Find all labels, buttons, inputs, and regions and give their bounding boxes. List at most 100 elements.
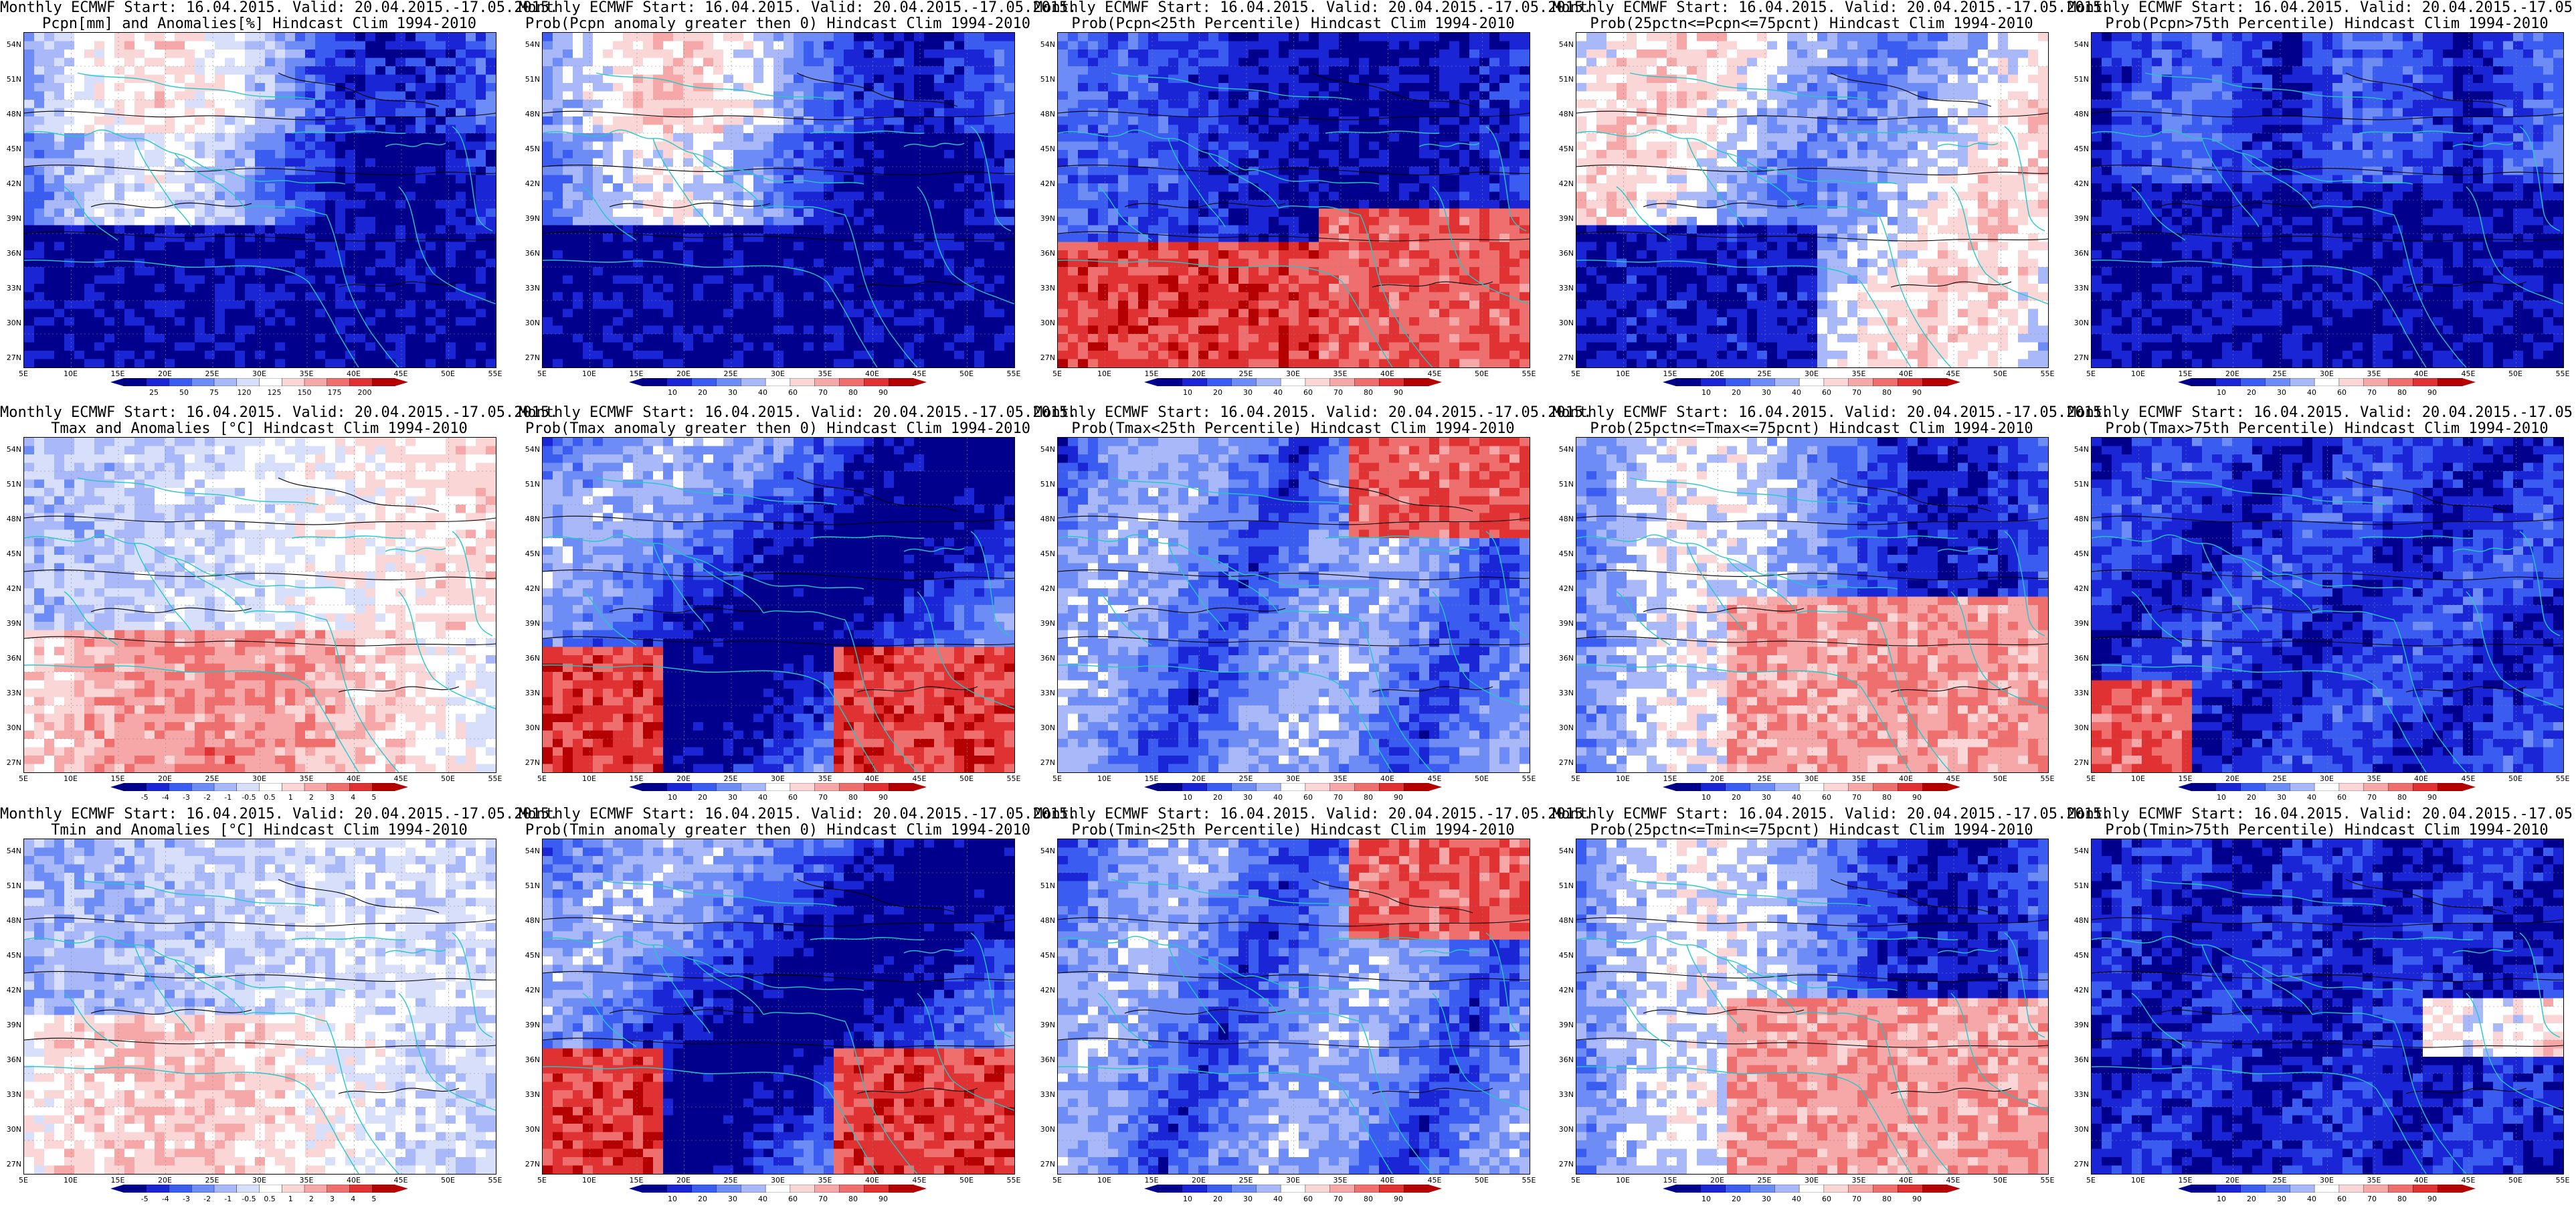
latitude-label: 54N: [521, 40, 540, 49]
longitude-label: 25E: [1237, 369, 1255, 378]
colorbar-label: 90: [1906, 388, 1928, 397]
latitude-label: 45N: [2070, 549, 2089, 558]
latitude-label: 39N: [1555, 1021, 1574, 1029]
longitude-label: 25E: [722, 1176, 739, 1185]
longitude-label: 20E: [157, 1176, 174, 1185]
colorbar-label: 10: [1695, 793, 1718, 802]
longitude-label: 10E: [1096, 1176, 1113, 1185]
latitude-label: 42N: [2070, 584, 2089, 593]
latitude-label: 54N: [1555, 40, 1574, 49]
latitude-label: 33N: [521, 689, 540, 697]
latitude-label: 30N: [521, 1125, 540, 1134]
longitude-label: 5E: [533, 369, 551, 378]
forecast-map: [542, 437, 1015, 773]
forecast-map: [1576, 32, 2049, 368]
latitude-label: 39N: [3, 1021, 21, 1029]
longitude-label: 50E: [1992, 774, 2009, 783]
colorbar-label: 80: [1357, 793, 1380, 802]
colorbar-label: 70: [1845, 388, 1868, 397]
longitude-label: 15E: [2177, 1176, 2194, 1185]
latitude-label: 51N: [3, 75, 21, 84]
longitude-label: 20E: [1709, 369, 1726, 378]
colorbar-label: 2: [300, 1195, 323, 1203]
latitude-label: 39N: [521, 1021, 540, 1029]
longitude-label: 5E: [1048, 774, 1066, 783]
latitude-label: 54N: [1036, 40, 1055, 49]
latitude-label: 51N: [3, 881, 21, 890]
forecast-map: [1057, 32, 1530, 368]
longitude-label: 10E: [1096, 369, 1113, 378]
colorbar-label: 30: [1755, 793, 1778, 802]
latitude-label: 54N: [1036, 445, 1055, 454]
longitude-label: 40E: [864, 774, 881, 783]
latitude-label: 33N: [2070, 284, 2089, 292]
latitude-label: 33N: [3, 689, 21, 697]
panel-title-line1: Monthly ECMWF Start: 16.04.2015. Valid: …: [0, 806, 519, 823]
longitude-label: 50E: [958, 1176, 976, 1185]
longitude-label: 55E: [486, 1176, 504, 1185]
forecast-map: [23, 839, 496, 1175]
colorbar-label: 90: [1906, 1195, 1928, 1203]
longitude-label: 5E: [533, 1176, 551, 1185]
latitude-label: 30N: [2070, 723, 2089, 732]
longitude-label: 35E: [2365, 1176, 2383, 1185]
latitude-label: 51N: [1555, 75, 1574, 84]
colorbar-label: 20: [2240, 793, 2263, 802]
latitude-label: 39N: [1555, 619, 1574, 628]
colorbar: [2178, 378, 2476, 386]
panel-title-line1: Monthly ECMWF Start: 16.04.2015. Valid: …: [2067, 405, 2576, 421]
longitude-label: 5E: [15, 774, 32, 783]
latitude-label: 42N: [521, 986, 540, 995]
longitude-label: 30E: [1285, 1176, 1302, 1185]
latitude-label: 36N: [1036, 654, 1055, 663]
colorbar-label: 80: [842, 1195, 864, 1203]
colorbar-label: 30: [2270, 1195, 2293, 1203]
colorbar-label: 10: [2210, 1195, 2233, 1203]
longitude-label: 25E: [1756, 1176, 1773, 1185]
longitude-label: 55E: [486, 369, 504, 378]
forecast-panel: Monthly ECMWF Start: 16.04.2015. Valid: …: [1034, 405, 1542, 806]
colorbar: [110, 783, 408, 791]
latitude-label: 27N: [1555, 758, 1574, 767]
latitude-label: 42N: [1555, 179, 1574, 188]
latitude-label: 36N: [1036, 249, 1055, 258]
longitude-label: 10E: [2130, 774, 2147, 783]
colorbar-label: 40: [1785, 388, 1808, 397]
colorbar-label: 20: [1725, 793, 1748, 802]
longitude-label: 5E: [1048, 369, 1066, 378]
longitude-label: 25E: [2271, 1176, 2288, 1185]
latitude-label: 30N: [1555, 723, 1574, 732]
latitude-label: 30N: [3, 723, 21, 732]
longitude-label: 15E: [109, 774, 126, 783]
longitude-label: 15E: [1143, 1176, 1160, 1185]
latitude-label: 36N: [521, 249, 540, 258]
colorbar-label: -4: [154, 1195, 177, 1203]
latitude-label: 27N: [2070, 758, 2089, 767]
panel-title-line2: Prob(25pctn<=Tmax<=75pcnt) Hindcast Clim…: [1552, 421, 2071, 437]
longitude-label: 35E: [816, 1176, 834, 1185]
colorbar-label: 30: [2270, 793, 2293, 802]
colorbar-label: 20: [691, 388, 714, 397]
longitude-label: 55E: [1005, 774, 1022, 783]
colorbar-label: 80: [1875, 1195, 1898, 1203]
latitude-label: 33N: [2070, 689, 2089, 697]
latitude-label: 45N: [1555, 549, 1574, 558]
latitude-label: 48N: [521, 916, 540, 925]
latitude-label: 54N: [3, 40, 21, 49]
longitude-label: 10E: [1096, 774, 1113, 783]
panel-title-line2: Prob(Pcpn<25th Percentile) Hindcast Clim…: [1034, 16, 1552, 32]
latitude-label: 45N: [2070, 145, 2089, 153]
colorbar-label: 0.5: [258, 793, 281, 802]
longitude-label: 50E: [2507, 1176, 2524, 1185]
latitude-label: 27N: [1036, 1160, 1055, 1169]
latitude-label: 42N: [3, 584, 21, 593]
latitude-label: 36N: [2070, 1055, 2089, 1064]
longitude-label: 30E: [1803, 369, 1821, 378]
colorbar-label: 30: [1236, 388, 1259, 397]
colorbar-label: 125: [263, 388, 286, 397]
latitude-label: 39N: [1036, 1021, 1055, 1029]
forecast-panel: Monthly ECMWF Start: 16.04.2015. Valid: …: [1552, 0, 2061, 402]
colorbar-label: 80: [2391, 1195, 2413, 1203]
longitude-label: 40E: [864, 369, 881, 378]
colorbar-label: 70: [2361, 793, 2383, 802]
